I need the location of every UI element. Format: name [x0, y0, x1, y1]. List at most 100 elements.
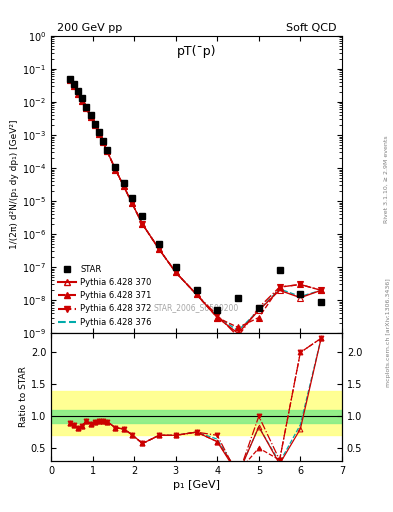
Text: 200 GeV pp: 200 GeV pp — [57, 23, 122, 33]
Pythia 6.428 372 — [113, 166, 118, 173]
Pythia 6.428 371 — [215, 314, 220, 321]
STAR — [298, 291, 303, 297]
Pythia 6.428 371 — [72, 83, 76, 89]
Pythia 6.428 370 — [121, 183, 126, 189]
STAR — [101, 138, 105, 144]
Pythia 6.428 370 — [257, 307, 261, 313]
STAR — [84, 104, 89, 110]
Pythia 6.428 371 — [121, 183, 126, 189]
Pythia 6.428 372 — [194, 291, 199, 297]
Pythia 6.428 372 — [92, 122, 97, 128]
Pythia 6.428 372 — [130, 200, 134, 206]
Pythia 6.428 371 — [68, 77, 72, 83]
Pythia 6.428 376 — [113, 166, 118, 173]
Pythia 6.428 370 — [215, 314, 220, 321]
Pythia 6.428 372 — [277, 284, 282, 290]
STAR — [105, 147, 110, 153]
STAR — [72, 81, 76, 87]
Pythia 6.428 371 — [105, 148, 110, 155]
Pythia 6.428 371 — [236, 325, 241, 331]
Pythia 6.428 370 — [97, 131, 101, 137]
Pythia 6.428 372 — [80, 97, 84, 103]
STAR — [121, 180, 126, 186]
Pythia 6.428 371 — [80, 97, 84, 103]
Pythia 6.428 376 — [194, 291, 199, 297]
Pythia 6.428 370 — [80, 97, 84, 103]
Pythia 6.428 370 — [277, 287, 282, 293]
Pythia 6.428 371 — [92, 122, 97, 128]
Pythia 6.428 376 — [215, 313, 220, 319]
Pythia 6.428 376 — [97, 131, 101, 137]
Pythia 6.428 370 — [140, 221, 145, 227]
Pythia 6.428 370 — [68, 77, 72, 83]
Pythia 6.428 376 — [101, 139, 105, 145]
Pythia 6.428 372 — [298, 282, 303, 288]
Pythia 6.428 372 — [105, 148, 110, 155]
Pythia 6.428 376 — [130, 200, 134, 206]
STAR — [319, 298, 323, 305]
Pythia 6.428 370 — [298, 294, 303, 301]
Pythia 6.428 370 — [157, 246, 162, 252]
Pythia 6.428 371 — [277, 284, 282, 290]
STAR — [236, 294, 241, 301]
Pythia 6.428 370 — [173, 269, 178, 275]
Pythia 6.428 376 — [92, 122, 97, 128]
Pythia 6.428 372 — [68, 77, 72, 83]
Pythia 6.428 370 — [84, 105, 89, 111]
Text: Rivet 3.1.10, ≥ 2.9M events: Rivet 3.1.10, ≥ 2.9M events — [384, 135, 389, 223]
Text: Soft QCD: Soft QCD — [286, 23, 336, 33]
Pythia 6.428 371 — [298, 282, 303, 288]
Pythia 6.428 372 — [173, 269, 178, 275]
Pythia 6.428 376 — [257, 307, 261, 313]
Line: Pythia 6.428 372: Pythia 6.428 372 — [67, 78, 324, 339]
Line: STAR: STAR — [66, 75, 325, 314]
Pythia 6.428 370 — [236, 330, 241, 336]
Pythia 6.428 371 — [76, 91, 81, 97]
Pythia 6.428 376 — [236, 328, 241, 334]
Pythia 6.428 370 — [88, 114, 93, 120]
Pythia 6.428 371 — [173, 269, 178, 275]
Pythia 6.428 370 — [72, 83, 76, 89]
Pythia 6.428 372 — [257, 305, 261, 311]
Pythia 6.428 376 — [72, 83, 76, 89]
Line: Pythia 6.428 376: Pythia 6.428 376 — [70, 80, 321, 331]
STAR — [130, 196, 134, 202]
Line: Pythia 6.428 371: Pythia 6.428 371 — [67, 78, 324, 330]
Legend: STAR, Pythia 6.428 370, Pythia 6.428 371, Pythia 6.428 372, Pythia 6.428 376: STAR, Pythia 6.428 370, Pythia 6.428 371… — [55, 263, 154, 329]
Pythia 6.428 376 — [105, 148, 110, 155]
Pythia 6.428 371 — [113, 166, 118, 173]
Pythia 6.428 371 — [101, 139, 105, 145]
Text: pT(¯p): pT(¯p) — [177, 45, 216, 58]
Pythia 6.428 376 — [84, 105, 89, 111]
Pythia 6.428 372 — [121, 183, 126, 189]
Pythia 6.428 372 — [215, 312, 220, 318]
Pythia 6.428 371 — [84, 105, 89, 111]
Pythia 6.428 371 — [130, 200, 134, 206]
Pythia 6.428 372 — [140, 221, 145, 227]
Pythia 6.428 370 — [92, 122, 97, 128]
Pythia 6.428 370 — [105, 148, 110, 155]
Pythia 6.428 371 — [97, 131, 101, 137]
Text: mcplots.cern.ch [arXiv:1306.3436]: mcplots.cern.ch [arXiv:1306.3436] — [386, 279, 391, 387]
STAR — [173, 264, 178, 270]
Pythia 6.428 372 — [72, 83, 76, 89]
Pythia 6.428 376 — [319, 287, 323, 293]
STAR — [76, 88, 81, 94]
X-axis label: p₁ [GeV]: p₁ [GeV] — [173, 480, 220, 490]
Pythia 6.428 370 — [194, 291, 199, 297]
Pythia 6.428 371 — [157, 246, 162, 252]
Line: Pythia 6.428 370: Pythia 6.428 370 — [67, 78, 324, 336]
Pythia 6.428 372 — [101, 139, 105, 145]
Pythia 6.428 370 — [319, 287, 323, 293]
Pythia 6.428 370 — [101, 139, 105, 145]
STAR — [140, 213, 145, 219]
Pythia 6.428 370 — [113, 166, 118, 173]
Pythia 6.428 376 — [157, 246, 162, 252]
Y-axis label: 1/(2π) d²N/(p₁ dy dp₁) [GeV²]: 1/(2π) d²N/(p₁ dy dp₁) [GeV²] — [10, 120, 19, 249]
Pythia 6.428 371 — [319, 287, 323, 293]
STAR — [97, 130, 101, 136]
STAR — [68, 76, 72, 82]
Pythia 6.428 376 — [173, 269, 178, 275]
Pythia 6.428 372 — [236, 333, 241, 339]
Y-axis label: Ratio to STAR: Ratio to STAR — [19, 367, 28, 428]
